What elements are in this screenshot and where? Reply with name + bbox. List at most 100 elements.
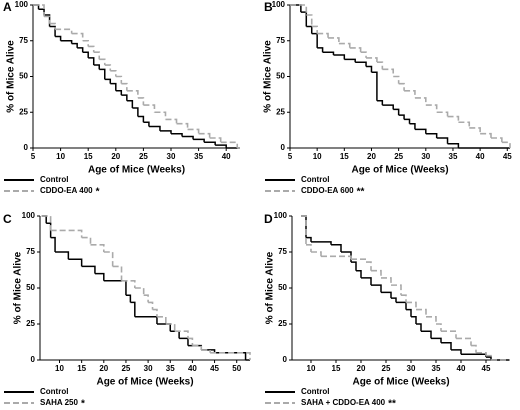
survival-step [382, 104, 394, 110]
survival-step [55, 28, 73, 34]
y-tick-label: 25 [19, 107, 28, 116]
survival-step [148, 301, 154, 310]
x-axis-label: Age of Mice (Weeks) [88, 165, 185, 176]
panel-label: D [264, 212, 273, 226]
survival-step [306, 14, 313, 27]
survival-step [148, 125, 161, 131]
survival-step [99, 58, 106, 66]
x-tick-label: 20 [99, 364, 108, 373]
survival-step [121, 280, 136, 288]
survival-step [366, 57, 378, 63]
survival-step [143, 294, 149, 303]
survival-step [317, 32, 329, 38]
y-tick-label: 0 [281, 143, 286, 152]
survival-step [174, 330, 189, 339]
survival-step [50, 236, 56, 252]
survival-step [201, 349, 211, 353]
survival-step [90, 244, 105, 252]
y-tick-label: 50 [276, 72, 285, 81]
y-tick-label: 100 [274, 211, 288, 220]
survival-step [50, 229, 83, 238]
survival-step [338, 42, 351, 48]
significance-marker: * [81, 399, 85, 410]
survival-step [115, 90, 123, 96]
survival-step [210, 352, 251, 360]
y-axis-label: % of Mice Alive [265, 251, 276, 324]
survival-step [134, 287, 145, 296]
survival-step [355, 61, 367, 67]
x-tick-label: 30 [407, 364, 416, 373]
survival-step [187, 128, 200, 134]
survival-step [93, 64, 100, 70]
survival-step [321, 255, 352, 260]
survival-step [306, 244, 312, 252]
panel-label: B [264, 0, 273, 14]
survival-step [103, 251, 114, 267]
y-tick-label: 25 [26, 319, 35, 328]
survival-step [134, 316, 158, 324]
survival-step [77, 47, 84, 53]
survival-step [112, 265, 123, 281]
x-tick-label: 35 [432, 364, 441, 373]
survival-step [137, 97, 145, 106]
survival-step [301, 215, 307, 245]
x-tick-label: 45 [210, 364, 219, 373]
survival-step [311, 25, 318, 34]
y-tick-label: 75 [19, 36, 28, 45]
survival-step [398, 114, 405, 120]
survival-step [104, 78, 112, 84]
survival-step [198, 132, 211, 138]
survival-step [416, 323, 422, 332]
survival-step [401, 294, 407, 303]
survival-step [404, 118, 411, 124]
survival-step [382, 68, 395, 77]
x-tick-label: 30 [167, 152, 176, 161]
survival-step [306, 236, 312, 242]
survival-step [156, 323, 172, 332]
x-tick-label: 40 [457, 364, 466, 373]
survival-step [220, 141, 239, 148]
x-tick-label: 10 [307, 364, 316, 373]
survival-step [165, 323, 176, 332]
survival-step [110, 82, 117, 91]
survival-step [132, 107, 139, 117]
survival-step [55, 35, 62, 41]
survival-step [396, 301, 407, 310]
survival-step [471, 344, 477, 353]
y-axis-label: % of Mice Alive [6, 40, 17, 113]
survival-step [486, 356, 492, 360]
x-tick-label: 5 [288, 152, 293, 161]
survival-step [447, 142, 460, 148]
survival-step [361, 277, 372, 286]
survival-step [49, 25, 56, 37]
survival-step [103, 280, 127, 296]
legend-label: SAHA 250 [40, 398, 78, 407]
survival-step [176, 122, 189, 130]
survival-step [404, 90, 416, 98]
survival-step [411, 316, 417, 324]
survival-step [451, 349, 462, 355]
y-tick-label: 0 [283, 355, 288, 364]
survival-step [121, 94, 128, 101]
survival-step [137, 115, 145, 123]
significance-marker: * [96, 187, 100, 198]
survival-step [115, 75, 123, 84]
survival-step [171, 132, 183, 137]
survival-step [110, 69, 117, 77]
survival-step [71, 32, 84, 41]
survival-step [41, 215, 52, 231]
survival-step [436, 111, 449, 117]
survival-step [366, 65, 373, 73]
survival-step [44, 15, 51, 24]
y-tick-label: 0 [24, 143, 29, 152]
x-axis-label: Age of Mice (Weeks) [96, 377, 193, 388]
survival-step [441, 341, 452, 350]
survival-step [81, 265, 96, 274]
y-axis-label: % of Mice Alive [13, 251, 24, 324]
survival-step [425, 132, 438, 138]
y-tick-label: 100 [15, 0, 29, 9]
x-tick-label: 20 [111, 152, 120, 161]
survival-step [187, 337, 194, 346]
x-tick-label: 5 [31, 152, 36, 161]
